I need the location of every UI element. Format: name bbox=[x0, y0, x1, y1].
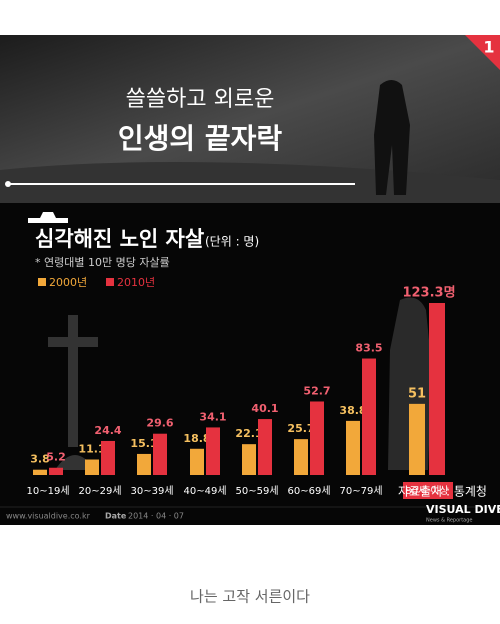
value-label: 83.5 bbox=[355, 342, 382, 355]
category-label: 10~19세 bbox=[26, 485, 69, 497]
category-label: 20~29세 bbox=[78, 485, 121, 497]
cross-silhouette bbox=[48, 315, 98, 447]
value-label: 38.8 bbox=[339, 404, 366, 417]
site: www.visualdive.co.kr bbox=[6, 512, 91, 521]
source: 자료출처 : 통계청 bbox=[398, 485, 487, 499]
category-label: 60~69세 bbox=[287, 485, 330, 497]
plot: 2000년 2010년 3.85.2 10~19세 11.1 24.4 20~29세 15.1… bbox=[26, 276, 456, 499]
legend-label: 2000년 bbox=[49, 276, 87, 289]
brand: VISUAL DIVE bbox=[426, 503, 500, 516]
legend-swatch bbox=[106, 278, 114, 286]
value-label: 34.1 bbox=[199, 410, 226, 423]
value-label: 29.6 bbox=[146, 417, 173, 430]
bar bbox=[242, 444, 256, 475]
bar bbox=[33, 469, 47, 475]
bar bbox=[294, 439, 308, 475]
value-label: 15.1 bbox=[130, 437, 157, 450]
legend-label: 2010년 bbox=[117, 276, 155, 289]
category-label: 40~49세 bbox=[183, 485, 226, 497]
value-label: 11.1 bbox=[78, 443, 105, 456]
highlight-box bbox=[403, 482, 453, 499]
brand-sub: News & Reportage bbox=[426, 518, 472, 524]
value-label: 22.1 bbox=[235, 427, 262, 440]
category-label: 30~39세 bbox=[130, 485, 173, 497]
bar bbox=[346, 420, 360, 475]
chart-subtitle: * 연령대별 10만 명당 자살률 bbox=[35, 256, 170, 269]
value-label: 52.7 bbox=[303, 384, 330, 397]
value-label: 123.3명 bbox=[402, 285, 455, 301]
divider-dot bbox=[5, 181, 11, 187]
chart-unit: (단위 : 명) bbox=[205, 235, 259, 249]
bar bbox=[362, 358, 376, 475]
category-label: 50~59세 bbox=[235, 485, 278, 497]
bar bbox=[206, 427, 220, 475]
bar bbox=[85, 459, 99, 475]
bar bbox=[429, 303, 445, 475]
bar bbox=[153, 433, 167, 475]
hat-icon bbox=[28, 212, 68, 223]
badge: 1 bbox=[483, 38, 494, 57]
value-label: 18.8 bbox=[183, 432, 210, 445]
photo-path bbox=[0, 162, 500, 203]
legend-swatch bbox=[38, 278, 46, 286]
old-man-silhouette bbox=[374, 80, 410, 195]
value-label: 24.4 bbox=[94, 424, 121, 437]
bar bbox=[49, 467, 63, 475]
value-label: 51 bbox=[408, 386, 426, 401]
value-label: 40.1 bbox=[251, 402, 278, 415]
category-label: 70~79세 bbox=[339, 485, 382, 497]
header-line1: 쓸쓸하고 외로운 bbox=[126, 87, 275, 112]
bar bbox=[137, 453, 151, 475]
value-label: 5.2 bbox=[46, 451, 66, 464]
caption: 나는 고작 서른이다 bbox=[190, 588, 310, 606]
chart-title: 심각해진 노인 자살 bbox=[35, 227, 204, 251]
bar bbox=[409, 403, 425, 475]
bar bbox=[310, 401, 324, 475]
category-label: 80세 이상 bbox=[405, 485, 449, 497]
date: 2014 · 04 · 07 bbox=[128, 512, 184, 521]
bar bbox=[190, 448, 204, 475]
badge-bg bbox=[465, 35, 500, 70]
date-label: Date bbox=[105, 512, 127, 521]
value-label: 3.8 bbox=[30, 453, 50, 466]
bar bbox=[258, 419, 272, 475]
bar bbox=[101, 440, 115, 475]
value-label: 25.7 bbox=[287, 422, 314, 435]
header-line2: 인생의 끝자락 bbox=[118, 122, 283, 155]
